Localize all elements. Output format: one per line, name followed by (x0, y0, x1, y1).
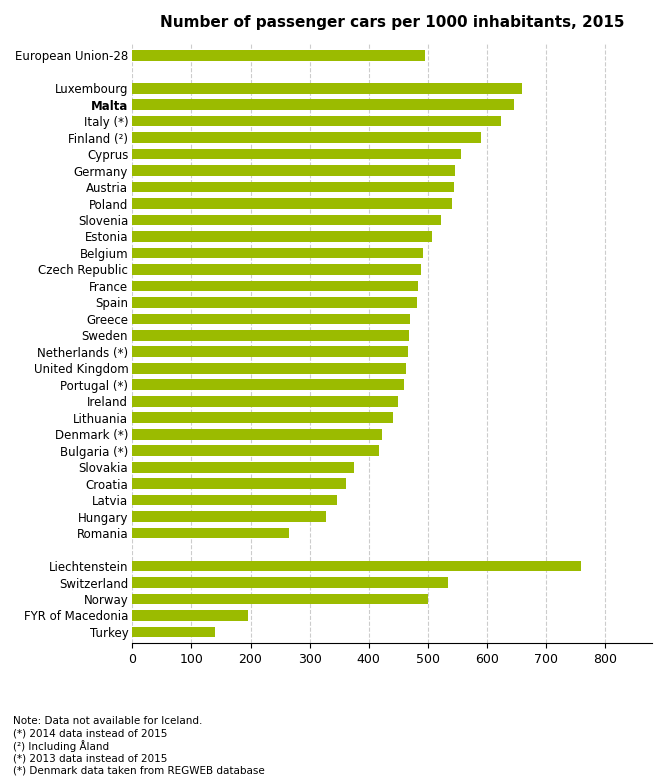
Bar (133, 330, 409, 341)
Bar (133, 297, 417, 308)
Bar (133, 132, 481, 143)
Bar (133, 561, 581, 572)
Bar (133, 594, 428, 604)
Bar (133, 182, 454, 193)
Bar (133, 626, 215, 637)
Bar (133, 99, 514, 110)
Bar (133, 215, 441, 226)
Bar (133, 380, 404, 390)
Bar (133, 577, 448, 588)
Bar (133, 247, 423, 258)
Bar (133, 429, 382, 439)
Bar (133, 280, 418, 291)
Bar (133, 478, 346, 489)
Bar (133, 462, 354, 472)
Bar (133, 396, 398, 406)
Bar (133, 313, 410, 324)
Bar (133, 346, 408, 357)
Bar (133, 83, 522, 93)
Bar (133, 231, 432, 242)
Bar (133, 610, 247, 621)
Bar (133, 116, 502, 127)
Text: Note: Data not available for Iceland.
(*) 2014 data instead of 2015
(²) Includin: Note: Data not available for Iceland. (*… (13, 716, 265, 775)
Bar (133, 511, 326, 522)
Bar (133, 446, 380, 456)
Bar (133, 495, 338, 506)
Bar (133, 264, 421, 275)
Bar (133, 413, 394, 423)
Bar (133, 149, 462, 160)
Bar (133, 165, 456, 176)
Bar (133, 363, 406, 373)
Bar (133, 528, 289, 539)
Bar (133, 50, 425, 60)
Bar (133, 198, 452, 209)
Title: Number of passenger cars per 1000 inhabitants, 2015: Number of passenger cars per 1000 inhabi… (160, 15, 624, 30)
